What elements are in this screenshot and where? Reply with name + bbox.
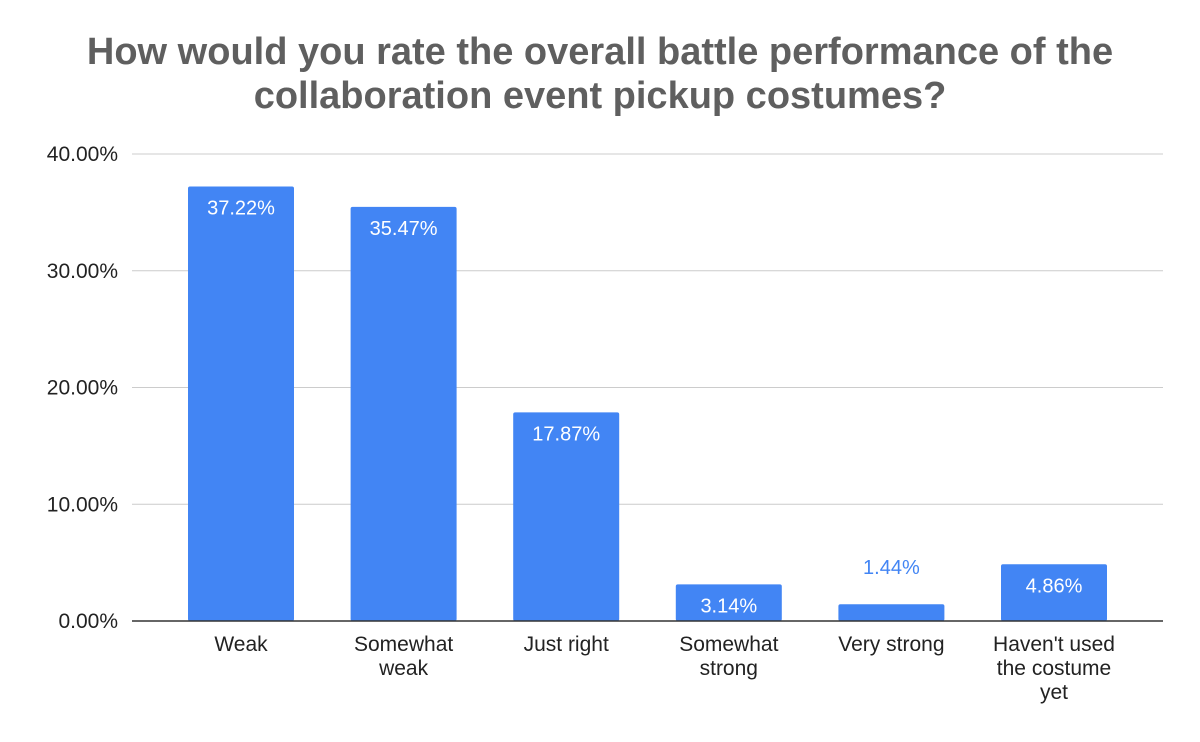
x-category-label: Haven't used the costume yet bbox=[993, 633, 1115, 704]
x-category-label: Somewhat strong bbox=[679, 633, 778, 680]
x-category-label: Very strong bbox=[838, 633, 944, 656]
data-label: 37.22% bbox=[207, 197, 275, 219]
y-axis-tick-labels: 0.00% 10.00% 20.00% 30.00% 40.00% bbox=[47, 143, 118, 633]
bar bbox=[675, 584, 782, 621]
y-tick-label: 10.00% bbox=[47, 493, 118, 516]
x-category-label-line: Very strong bbox=[838, 633, 944, 656]
data-label: 17.87% bbox=[532, 423, 600, 445]
data-label: 35.47% bbox=[370, 218, 438, 240]
x-category-label-line: Weak bbox=[214, 633, 268, 656]
x-category-label: Weak bbox=[214, 633, 268, 656]
x-category-label-line: strong bbox=[700, 657, 758, 680]
x-category-label-line: weak bbox=[378, 657, 429, 680]
data-label: 3.14% bbox=[700, 595, 757, 617]
y-tick-label: 0.00% bbox=[58, 610, 118, 633]
y-tick-label: 40.00% bbox=[47, 143, 118, 166]
bar bbox=[350, 206, 457, 621]
chart-title: How would you rate the overall battle pe… bbox=[86, 31, 1114, 117]
data-label: 4.86% bbox=[1026, 575, 1083, 597]
bars bbox=[188, 186, 1107, 622]
x-category-label-line: Haven't used bbox=[993, 633, 1115, 656]
bar bbox=[838, 604, 945, 621]
bar bbox=[1001, 564, 1107, 621]
x-category-label: Somewhat weak bbox=[354, 633, 453, 680]
data-label: 1.44% bbox=[863, 557, 920, 579]
y-tick-label: 20.00% bbox=[47, 377, 118, 400]
x-category-label: Just right bbox=[524, 633, 609, 656]
x-category-label-line: Somewhat bbox=[354, 633, 453, 656]
gridlines bbox=[132, 153, 1163, 505]
x-category-label-line: yet bbox=[1040, 681, 1068, 704]
x-category-label-line: the costume bbox=[997, 657, 1111, 680]
x-category-label-line: Somewhat bbox=[679, 633, 778, 656]
bar bbox=[513, 412, 620, 621]
bar bbox=[188, 186, 294, 622]
data-labels: 37.22% 35.47% 17.87% 3.14% 1.44% 4.86% bbox=[207, 197, 1082, 617]
x-category-label-line: Just right bbox=[524, 633, 609, 656]
y-tick-label: 30.00% bbox=[47, 260, 118, 283]
